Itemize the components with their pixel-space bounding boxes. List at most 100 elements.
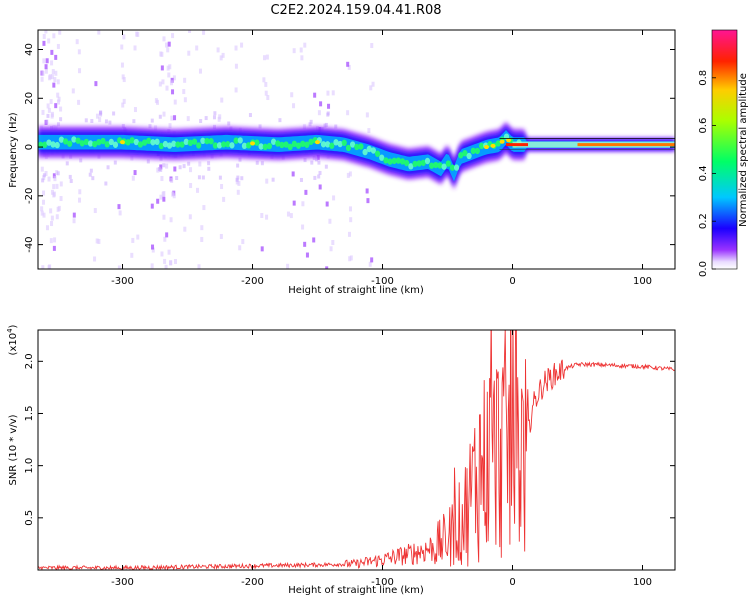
spectrogram-noise-cell bbox=[59, 181, 63, 187]
spectrogram-noise-cell bbox=[173, 99, 177, 105]
spectrogram-noise-cell bbox=[40, 206, 44, 212]
spectrogram-noise-cell bbox=[122, 77, 126, 83]
spectrogram-noise-cell bbox=[65, 161, 69, 166]
ridge-peak-cell bbox=[83, 138, 89, 146]
ridge-peak-cell bbox=[54, 141, 60, 149]
spectrogram-noise-cell bbox=[57, 96, 61, 102]
spectrogram-noise-cell bbox=[165, 232, 169, 238]
spectrogram-noise-cell bbox=[150, 118, 154, 123]
ridge-peak-cell bbox=[212, 142, 218, 149]
spectrogram-noise-cell bbox=[112, 111, 116, 116]
spectrogram-noise-cell bbox=[56, 43, 60, 49]
spectrogram-noise-cell bbox=[264, 81, 268, 87]
ridge-peak-cell bbox=[142, 139, 148, 146]
spectrogram-noise-cell bbox=[318, 184, 322, 190]
spectrogram-noise-cell bbox=[324, 164, 328, 169]
colorbar-label: Normalized spectral amplitude bbox=[738, 73, 749, 227]
ridge-peak-cell bbox=[354, 143, 360, 151]
ridge-peak-cell bbox=[424, 157, 431, 165]
ridge-peak-cell bbox=[366, 145, 372, 153]
ridge-peak-cell bbox=[270, 138, 277, 145]
snr-x-tick-label: 0 bbox=[509, 577, 515, 588]
spectrogram-noise-cell bbox=[213, 111, 217, 116]
spectrogram-x-label: Height of straight line (km) bbox=[288, 285, 424, 296]
spectrogram-noise-cell bbox=[309, 119, 313, 124]
spectrogram-noise-cell bbox=[303, 241, 307, 247]
spectrogram-noise-cell bbox=[131, 237, 135, 243]
spectrogram-noise-cell bbox=[50, 49, 54, 55]
ridge-peak-cell bbox=[458, 152, 464, 159]
spectrogram-noise-cell bbox=[164, 42, 168, 48]
spectrogram-noise-cell bbox=[319, 101, 323, 107]
ridge-peak-cell bbox=[196, 142, 202, 149]
ridge-peak-cell bbox=[370, 147, 376, 154]
spectrogram-noise-cell bbox=[50, 74, 54, 80]
ridge-peak-cell bbox=[441, 163, 447, 170]
ridge-peak-cell bbox=[420, 159, 426, 166]
ridge-hot-cell bbox=[499, 139, 505, 144]
spectrogram-noise-cell bbox=[58, 30, 62, 35]
spectrogram-noise-cell bbox=[300, 55, 304, 61]
spectrogram-noise-cell bbox=[150, 263, 154, 269]
ridge-peak-cell bbox=[75, 137, 81, 144]
spectrogram-noise-cell bbox=[118, 210, 122, 216]
spectrogram-noise-cell bbox=[197, 175, 201, 180]
spectrogram-noise-cell bbox=[166, 47, 170, 53]
ridge-peak-cell bbox=[62, 138, 69, 145]
spectrogram-noise-cell bbox=[312, 237, 316, 243]
spectrogram-noise-cell bbox=[51, 69, 55, 75]
ridge-peak-cell bbox=[341, 139, 347, 147]
ridge-peak-cell bbox=[374, 150, 381, 157]
ridge-peak-cell bbox=[345, 144, 352, 152]
ridge-peak-cell bbox=[146, 137, 152, 145]
spectrogram-noise-cell bbox=[49, 238, 53, 244]
spectrogram-noise-cell bbox=[59, 117, 63, 122]
spectrogram-noise-cell bbox=[41, 265, 45, 269]
spectrogram-noise-cell bbox=[299, 177, 303, 182]
spectrogram-noise-cell bbox=[117, 204, 121, 210]
snr-y-multiplier-base: (x10 bbox=[8, 333, 19, 356]
spectrogram-noise-cell bbox=[162, 111, 166, 117]
spectrogram-noise-cell bbox=[95, 113, 99, 119]
spectrogram-noise-cell bbox=[183, 77, 187, 83]
spectrogram-noise-cell bbox=[170, 177, 174, 183]
ridge-peak-cell bbox=[216, 142, 223, 149]
ridge-peak-cell bbox=[166, 142, 173, 149]
snr-x-label: Height of straight line (km) bbox=[288, 585, 424, 596]
spectrogram-noise-cell bbox=[69, 179, 73, 184]
spectrogram-noise-cell bbox=[77, 99, 81, 105]
spectrogram-noise-cell bbox=[167, 41, 171, 47]
spectrogram-noise-cell bbox=[56, 122, 60, 127]
ridge-peak-cell bbox=[162, 140, 168, 148]
spectrogram-noise-cell bbox=[165, 163, 169, 169]
snr-x-tick-label: 100 bbox=[633, 577, 652, 588]
spectrogram-noise-cell bbox=[173, 259, 177, 265]
spectrogram-noise-cell bbox=[240, 176, 244, 181]
spectrogram-noise-cell bbox=[168, 260, 172, 266]
ridge-peak-cell bbox=[229, 142, 235, 149]
spectrogram-noise-cell bbox=[368, 261, 372, 267]
spectrogram-noise-cell bbox=[41, 70, 45, 76]
spectrogram-noise-cell bbox=[265, 178, 269, 184]
spectrogram-noise-cell bbox=[44, 170, 48, 176]
ridge-peak-cell bbox=[462, 149, 468, 157]
spectrogram-noise-cell bbox=[133, 107, 137, 113]
spectrogram-noise-cell bbox=[131, 175, 135, 181]
ridge-peak-cell bbox=[67, 140, 73, 147]
spectrogram-noise-cell bbox=[90, 118, 94, 123]
spectrogram-noise-cell bbox=[88, 172, 92, 177]
spectrogram-noise-cell bbox=[236, 175, 240, 180]
spectrogram-noise-cell bbox=[346, 61, 350, 67]
ridge-peak-cell bbox=[437, 162, 443, 169]
spectrogram-noise-cell bbox=[218, 175, 222, 180]
spectrogram-noise-cell bbox=[160, 65, 164, 71]
spectrogram-noise-cell bbox=[200, 236, 204, 242]
snr-y-tick-label: 0.5 bbox=[24, 510, 35, 526]
ridge-peak-cell bbox=[404, 159, 410, 167]
spectrogram-noise-cell bbox=[94, 81, 98, 87]
colorbar-tick-label: 0.6 bbox=[698, 118, 709, 134]
spectrogram-noise-cell bbox=[53, 237, 57, 243]
spectrogram-noise-cell bbox=[187, 50, 191, 56]
ridge-peak-cell bbox=[191, 138, 198, 145]
spectrogram-noise-cell bbox=[327, 103, 331, 109]
